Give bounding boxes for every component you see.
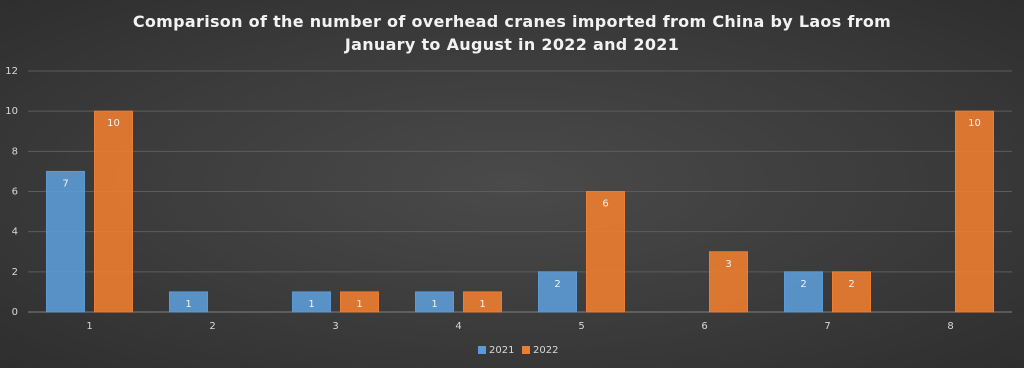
x-tick-label: 5 xyxy=(578,321,584,332)
bar xyxy=(832,271,871,313)
data-label: 2 xyxy=(848,279,854,290)
legend-label: 2021 xyxy=(489,345,514,356)
chart-title: Comparison of the number of overhead cra… xyxy=(132,12,892,54)
legend-swatch xyxy=(522,346,530,354)
data-label: 3 xyxy=(725,259,731,270)
x-tick-label: 1 xyxy=(86,321,92,332)
data-label: 1 xyxy=(356,299,362,310)
x-tick-label: 2 xyxy=(209,321,215,332)
bar xyxy=(94,110,133,313)
bar xyxy=(169,291,208,313)
data-label: 2 xyxy=(554,279,560,290)
x-tick-label: 4 xyxy=(455,321,461,332)
y-tick-label: 12 xyxy=(5,66,18,77)
data-label: 7 xyxy=(62,178,68,189)
data-label: 10 xyxy=(107,118,120,129)
y-tick-label: 0 xyxy=(12,307,18,318)
y-tick-label: 6 xyxy=(12,187,18,198)
bar xyxy=(340,291,379,313)
data-label: 1 xyxy=(479,299,485,310)
data-label: 1 xyxy=(431,299,437,310)
bar xyxy=(709,251,748,313)
x-tick-label: 7 xyxy=(824,321,830,332)
bar xyxy=(292,291,331,313)
data-label: 1 xyxy=(185,299,191,310)
bar xyxy=(784,271,823,313)
bar xyxy=(415,291,454,313)
y-tick-label: 8 xyxy=(12,146,18,157)
data-label: 1 xyxy=(308,299,314,310)
bar xyxy=(955,110,994,313)
y-tick-label: 2 xyxy=(12,267,18,278)
y-tick-label: 4 xyxy=(12,227,18,238)
y-tick-label: 10 xyxy=(5,106,18,117)
data-label: 6 xyxy=(602,199,608,210)
data-label: 10 xyxy=(968,118,981,129)
bar xyxy=(586,191,625,313)
bar xyxy=(463,291,502,313)
data-label: 2 xyxy=(800,279,806,290)
bar xyxy=(46,170,85,313)
x-tick-label: 6 xyxy=(701,321,707,332)
legend-label: 2022 xyxy=(533,345,558,356)
bar xyxy=(538,271,577,313)
legend-swatch xyxy=(478,346,486,354)
x-tick-label: 3 xyxy=(332,321,338,332)
x-tick-label: 8 xyxy=(947,321,953,332)
